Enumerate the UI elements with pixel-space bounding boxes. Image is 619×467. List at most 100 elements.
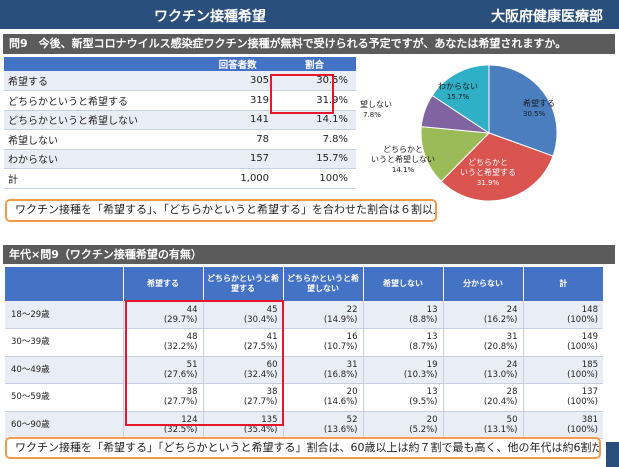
pie-slice-label: 希望しない	[360, 99, 392, 109]
header-cell	[5, 267, 123, 301]
pie-slice-label: いうと希望しない	[371, 154, 435, 164]
cell-count: 149	[581, 332, 598, 343]
data-cell: 38 (27.7%)	[122, 383, 203, 412]
row-label: 希望する	[4, 71, 203, 91]
cell-pct: (16.2%)	[483, 314, 518, 325]
cell-count: 50	[506, 414, 518, 425]
data-cell: 44 (29.7%)	[122, 301, 203, 329]
data-cell: 24 (13.0%)	[442, 356, 523, 384]
row-label: どちらかというと希望しない	[4, 110, 203, 130]
cell-count: 124	[181, 414, 198, 425]
data-cell: 19 (10.3%)	[362, 356, 443, 384]
pie-pct-label: 7.8%	[363, 111, 381, 119]
data-cell: 149 (100%)	[522, 328, 603, 357]
age-label: 60～90歳	[5, 411, 123, 439]
row-count: 1,000	[202, 168, 274, 189]
pie-slice	[440, 132, 554, 202]
highlight-box	[125, 300, 284, 426]
pie-pct-label: 15.7%	[447, 93, 470, 101]
table-row: 30～39歳 48 (32.2%) 41 (27.5%) 16 (10.7%) 13 (8.7%…	[5, 328, 603, 357]
cell-pct: (27.7%)	[163, 397, 198, 408]
row-count: 78	[202, 129, 274, 150]
pie-slice-label: いうと希望する	[460, 167, 516, 177]
cell-pct: (30.4%)	[243, 314, 278, 325]
page-title: ワクチン接種希望	[154, 9, 266, 25]
cell-pct: (14.9%)	[323, 314, 358, 325]
cell-pct: (100%)	[567, 342, 598, 353]
data-cell: 185 (100%)	[522, 356, 603, 384]
header-cell: どちらかというと希望しない	[282, 267, 363, 301]
cell-count: 137	[581, 387, 598, 398]
section-title: 年代×問9（ワクチン接種希望の有無）	[3, 245, 615, 264]
data-cell: 51 (27.6%)	[122, 356, 203, 384]
data-cell: 60 (32.4%)	[202, 356, 283, 384]
data-cell: 16 (10.7%)	[282, 328, 363, 357]
crosstab-header: 希望する どちらかというと希望する どちらかというと希望しない 希望しない 分か…	[5, 267, 603, 301]
row-pct: 14.1%	[273, 110, 356, 130]
cell-pct: (20.8%)	[483, 342, 518, 353]
cell-pct: (13.1%)	[483, 424, 518, 435]
cell-pct: (9.5%)	[409, 397, 438, 408]
header-cell: 希望する	[122, 267, 203, 301]
row-label: どちらかというと希望する	[4, 90, 203, 111]
data-cell: 20 (14.6%)	[282, 383, 363, 412]
cell-pct: (32.2%)	[163, 342, 198, 353]
header-cell: 割合	[273, 57, 356, 71]
table-row: 希望しない 78 7.8%	[4, 129, 356, 150]
corner-decoration	[606, 442, 619, 467]
row-count: 319	[202, 90, 274, 111]
data-cell: 24 (16.2%)	[442, 301, 523, 329]
data-cell: 13 (8.8%)	[362, 301, 443, 329]
data-cell: 48 (32.2%)	[122, 328, 203, 357]
pie-slice-label: どちらかと	[468, 158, 508, 167]
question-bar: 問9 今後、新型コロナウイルス感染症ワクチン接種が無料で受けられる予定ですが、あ…	[3, 34, 615, 54]
data-cell: 45 (30.4%)	[202, 301, 283, 329]
row-label: 希望しない	[4, 129, 203, 150]
row-label: 計	[4, 168, 203, 189]
cell-count: 20	[346, 387, 358, 398]
row-pct: 15.7%	[273, 149, 356, 169]
pie-pct-label: 31.9%	[477, 179, 500, 187]
pie-pct-label: 14.1%	[392, 166, 415, 174]
row-count: 141	[202, 110, 274, 130]
data-cell: 28 (20.4%)	[442, 383, 523, 412]
data-cell: 137 (100%)	[522, 383, 603, 412]
data-cell: 13 (9.5%)	[362, 383, 443, 412]
pie-slice	[488, 64, 558, 157]
cell-pct: (32.4%)	[243, 369, 278, 380]
pie-chart: 希望する30.5%どちらかというと希望する31.9%どちらかというと希望しない1…	[360, 64, 558, 202]
cell-pct: (29.7%)	[163, 314, 198, 325]
cell-pct: (100%)	[567, 369, 598, 380]
cell-count: 44	[186, 304, 198, 315]
cell-count: 28	[506, 387, 518, 398]
cell-count: 185	[581, 359, 598, 370]
cell-pct: (27.6%)	[163, 369, 198, 380]
pie-pct-label: 30.5%	[523, 110, 546, 118]
cell-pct: (27.5%)	[243, 342, 278, 353]
row-pct: 100%	[273, 168, 356, 189]
header-cell: 分からない	[442, 267, 523, 301]
cell-count: 13	[426, 304, 438, 315]
cell-count: 60	[266, 359, 278, 370]
cell-count: 135	[261, 414, 278, 425]
cell-count: 13	[426, 332, 438, 343]
cell-pct: (27.7%)	[243, 397, 278, 408]
summary-note: ワクチン接種を「希望する」「どちらかというと希望する」割合は、60歳以上は約７割…	[5, 437, 601, 459]
cell-pct: (16.8%)	[323, 369, 358, 380]
row-count: 305	[202, 71, 274, 91]
cell-pct: (32.5%)	[163, 424, 198, 435]
highlight-box	[270, 74, 334, 114]
cell-count: 31	[506, 332, 518, 343]
cell-pct: (8.7%)	[409, 342, 438, 353]
summary-note: ワクチン接種を「希望する」、「どちらかというと希望する」を合わせた割合は６割以上…	[5, 199, 437, 222]
cell-pct: (20.4%)	[483, 397, 518, 408]
data-cell: 38 (27.7%)	[202, 383, 283, 412]
row-count: 157	[202, 149, 274, 169]
pie-slice-label: わからない	[438, 82, 478, 91]
cell-count: 13	[426, 387, 438, 398]
age-label: 18～29歳	[5, 301, 123, 329]
data-cell: 13 (8.7%)	[362, 328, 443, 357]
cell-pct: (8.8%)	[409, 314, 438, 325]
cell-count: 41	[266, 332, 278, 343]
cell-pct: (14.6%)	[323, 397, 358, 408]
